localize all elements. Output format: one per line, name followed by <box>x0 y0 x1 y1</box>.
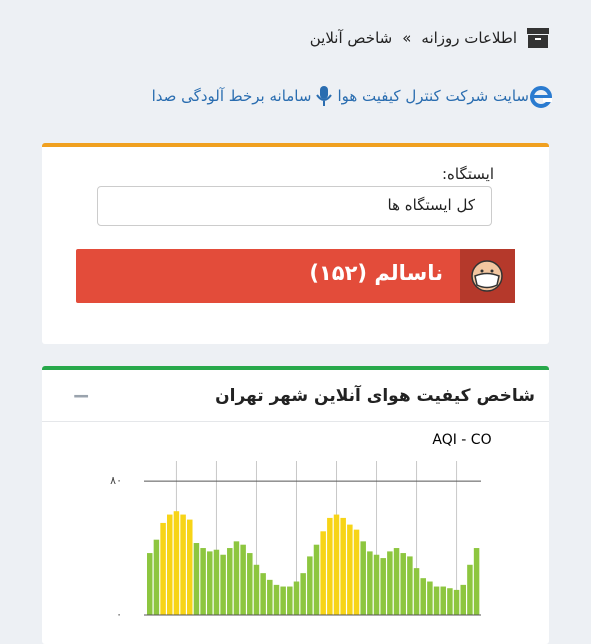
bar <box>473 548 480 615</box>
bar <box>333 514 340 615</box>
bar <box>173 511 180 615</box>
bar <box>227 548 233 615</box>
y-tick-label: ۸۰ <box>110 474 122 487</box>
bar <box>147 553 153 615</box>
bar <box>153 539 160 615</box>
bar <box>433 586 440 615</box>
bar <box>427 581 433 615</box>
ie-icon <box>530 86 552 108</box>
bar <box>160 522 166 615</box>
bar <box>413 568 420 615</box>
bar <box>247 553 253 615</box>
chart: AQI - CO ۰ ۸۰ <box>110 432 491 621</box>
bar <box>220 554 226 615</box>
mask-face <box>471 260 503 292</box>
bar <box>447 588 453 615</box>
link[interactable]: سایت شرکت کنترل کیفیت هوا <box>337 87 529 105</box>
archive-icon <box>527 28 549 48</box>
bar <box>367 551 373 615</box>
bar <box>200 548 206 615</box>
bar <box>353 529 360 615</box>
bar <box>380 558 386 615</box>
bar <box>307 556 313 615</box>
bar <box>387 551 393 615</box>
bar <box>287 586 293 615</box>
station-select[interactable]: کل ایستگاه ها <box>97 186 492 226</box>
breadcrumb: اطلاعات روزانه » شاخص آنلاین <box>310 28 549 48</box>
bar <box>420 578 426 615</box>
chart-title: AQI - CO <box>432 432 491 448</box>
bar <box>273 584 280 615</box>
status-icon <box>460 249 515 303</box>
bar <box>267 579 273 615</box>
bar <box>193 543 200 615</box>
bar <box>327 517 333 615</box>
bar <box>393 548 400 615</box>
chart-card: شاخص کیفیت هوای آنلاین شهر تهران − AQI -… <box>42 366 549 644</box>
y-tick-label: ۰ <box>116 608 122 621</box>
bar <box>373 554 380 615</box>
collapse-button[interactable]: − <box>72 384 91 409</box>
bar <box>347 524 353 615</box>
bar <box>213 549 220 615</box>
breadcrumb-page: شاخص آنلاین <box>309 29 393 47</box>
bar <box>400 553 406 615</box>
bar <box>167 514 173 615</box>
bar <box>260 573 266 615</box>
status-text: ناسالم (۱۵۲) <box>309 261 443 285</box>
station-card: ایستگاه: کل ایستگاه ها ناسالم (۱۵۲) <box>42 143 549 344</box>
divider <box>42 421 549 422</box>
status-bar: ناسالم (۱۵۲) <box>76 249 515 303</box>
link[interactable]: سامانه برخط آلودگی صدا <box>151 87 312 105</box>
bar <box>240 544 246 615</box>
bar <box>280 586 286 615</box>
bar <box>253 564 260 615</box>
bar <box>440 586 446 615</box>
bar <box>453 589 460 615</box>
bar <box>467 564 473 615</box>
bar <box>207 551 213 615</box>
bar <box>320 531 326 615</box>
bar <box>233 541 240 615</box>
breadcrumb-section[interactable]: اطلاعات روزانه <box>421 29 517 47</box>
bar <box>360 541 366 615</box>
bar <box>187 519 193 615</box>
bar <box>293 581 300 615</box>
bar <box>340 517 346 615</box>
links: سایت شرکت کنترل کیفیت هوا سامانه برخط آل… <box>152 84 553 108</box>
panel-title: شاخص کیفیت هوای آنلاین شهر تهران <box>215 386 535 406</box>
bar <box>313 544 320 615</box>
mic-icon <box>316 86 333 106</box>
bar <box>407 556 413 615</box>
bar <box>180 514 186 615</box>
bar <box>300 573 306 615</box>
breadcrumb-separator: » <box>402 29 412 47</box>
station-label: ایستگاه: <box>441 165 494 183</box>
bar <box>460 584 466 615</box>
